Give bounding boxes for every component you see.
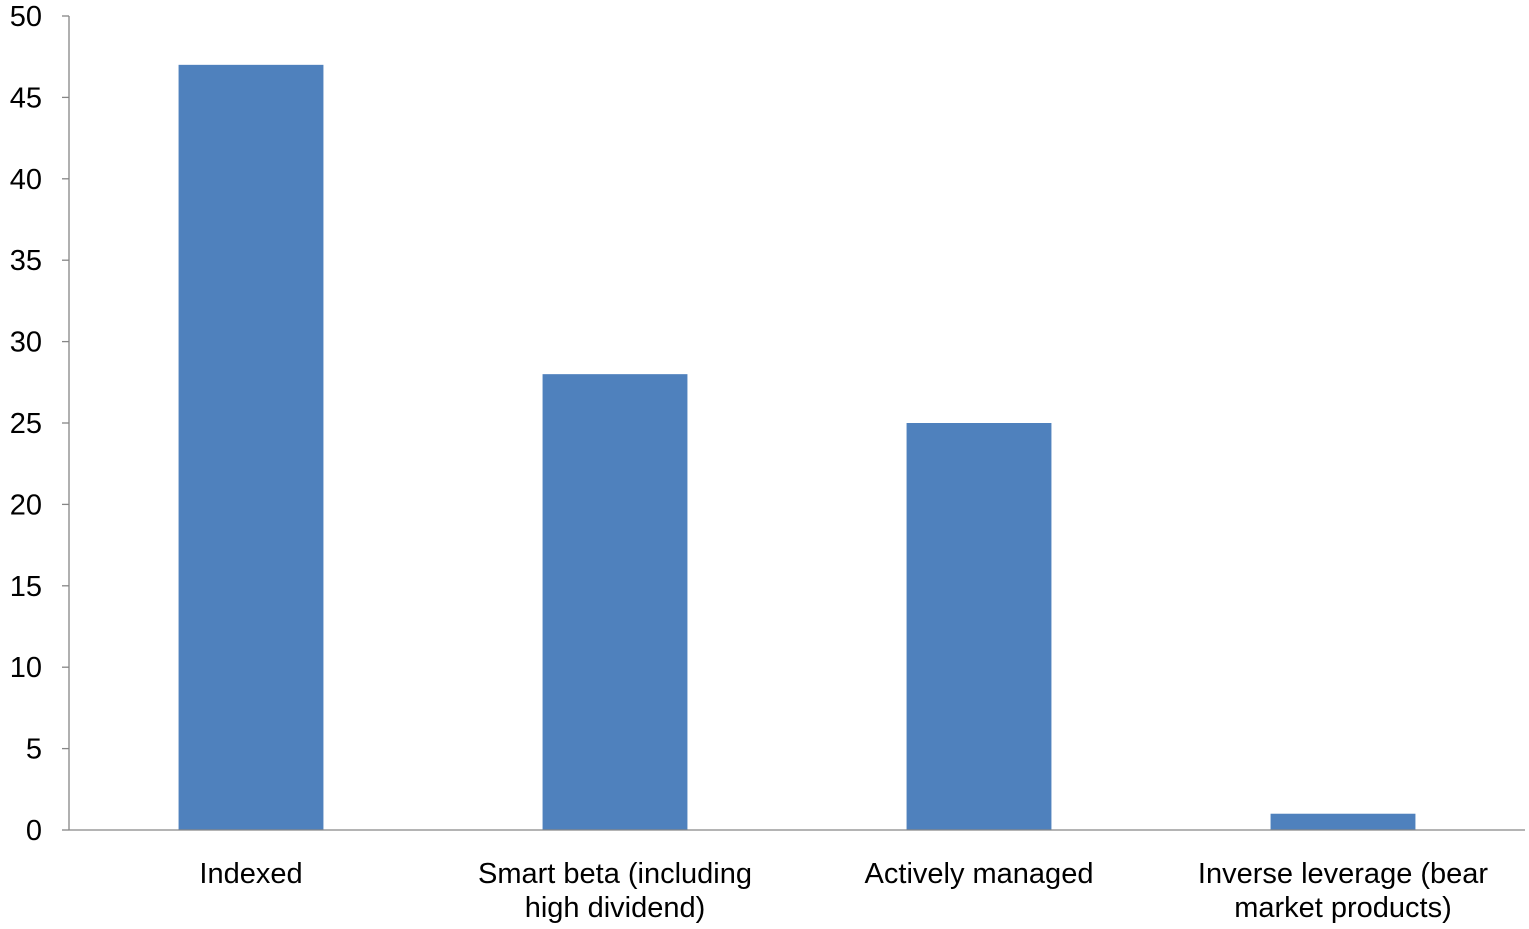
x-tick-label-line: Inverse leverage (bear: [1198, 858, 1488, 890]
x-tick-label-line: market products): [1234, 892, 1452, 924]
y-tick-label: 10: [10, 652, 42, 684]
x-tick-label-line: Smart beta (including: [478, 858, 752, 890]
y-tick-label: 35: [10, 245, 42, 277]
bar: [1270, 813, 1416, 830]
x-tick-label: Smart beta (including high dividend): [478, 858, 752, 924]
bar: [542, 374, 688, 830]
y-tick-label: 0: [26, 815, 42, 847]
y-axis: 0 5 10 15 20 25 30 35 40 45 50: [10, 1, 70, 847]
y-tick-label: 50: [10, 1, 42, 33]
bar: [178, 64, 324, 831]
x-axis: Indexed Smart beta (including high dividen…: [69, 829, 1525, 924]
bars: [178, 64, 1416, 831]
x-tick-label-line: high dividend): [525, 892, 706, 924]
y-tick-label: 25: [10, 408, 42, 440]
x-tick-label-line: Indexed: [199, 858, 302, 890]
x-tick-label: Actively managed: [865, 858, 1094, 890]
x-tick-label: Indexed: [199, 858, 302, 890]
y-tick-label: 30: [10, 327, 42, 359]
bar: [906, 423, 1052, 830]
x-tick-label: Inverse leverage (bear market products): [1198, 858, 1488, 924]
y-tick-label: 5: [26, 734, 42, 766]
y-tick-label: 20: [10, 489, 42, 521]
y-tick-label: 40: [10, 164, 42, 196]
y-tick-label: 15: [10, 571, 42, 603]
x-tick-label-line: Actively managed: [865, 858, 1094, 890]
y-tick-label: 45: [10, 82, 42, 114]
